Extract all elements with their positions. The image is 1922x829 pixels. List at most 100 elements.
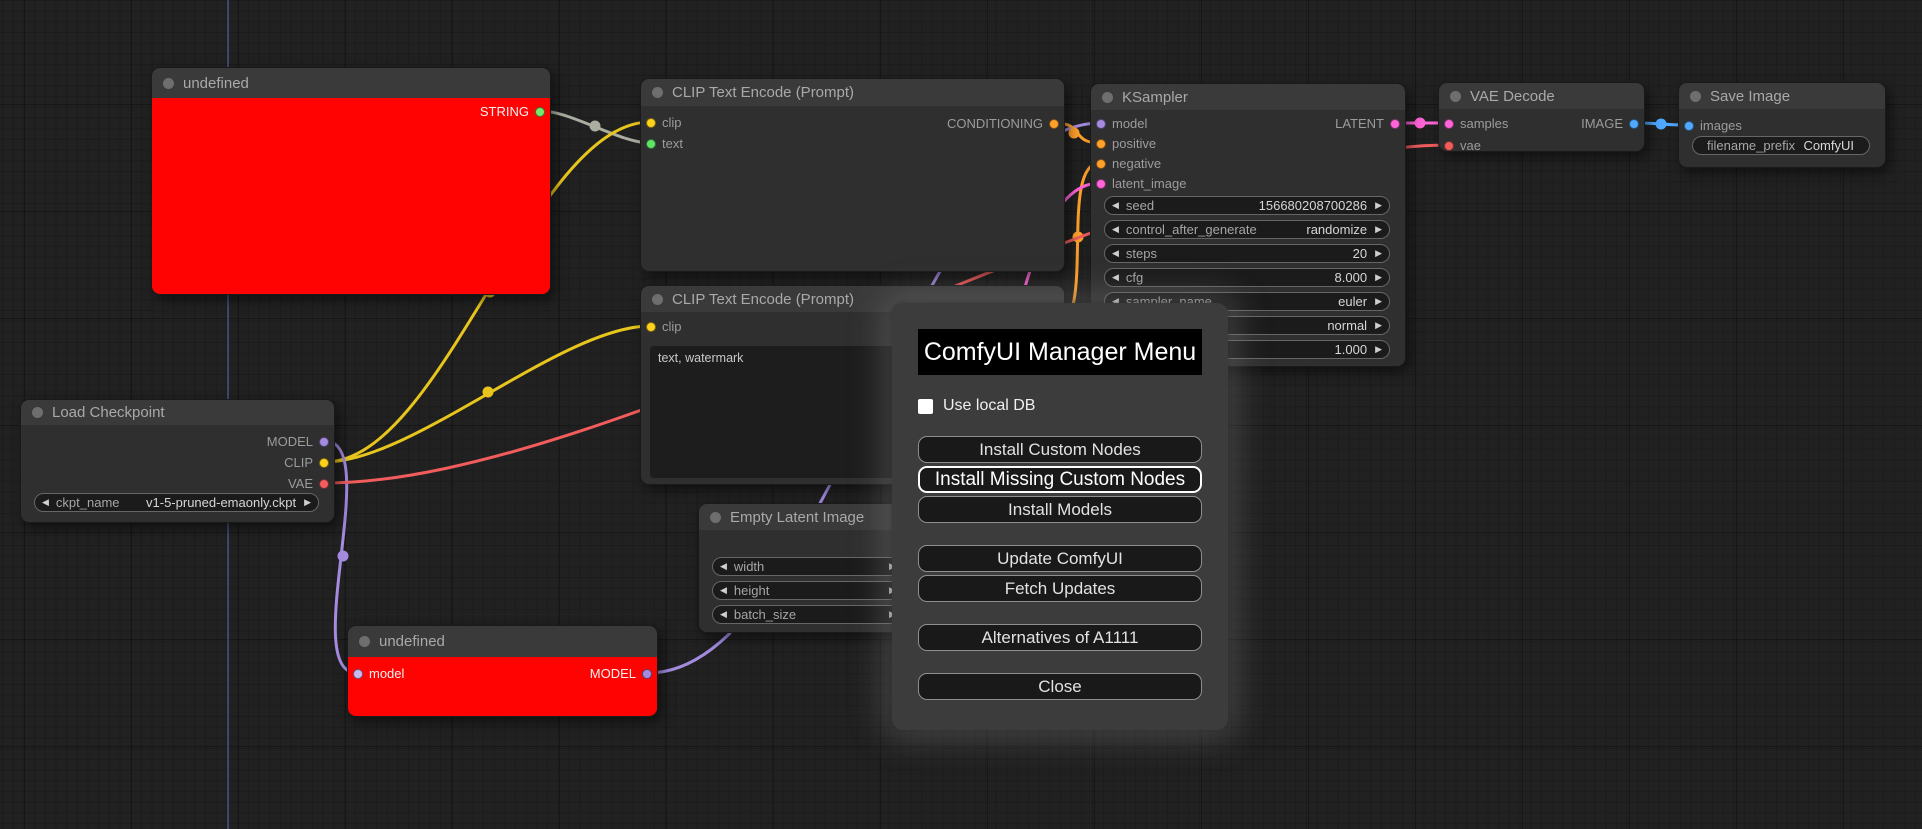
increment-arrow-icon[interactable]: ▶ bbox=[1375, 344, 1382, 354]
widget-label: steps bbox=[1125, 246, 1157, 261]
node-undefined-model[interactable]: undefined model MODEL bbox=[347, 625, 658, 717]
increment-arrow-icon[interactable]: ▶ bbox=[1375, 200, 1382, 210]
node-header[interactable]: Load Checkpoint bbox=[21, 400, 334, 425]
increment-arrow-icon[interactable]: ▶ bbox=[304, 497, 311, 507]
increment-arrow-icon[interactable]: ▶ bbox=[1375, 272, 1382, 282]
node-title: CLIP Text Encode (Prompt) bbox=[672, 290, 855, 308]
widget-value: 1.000 bbox=[1334, 342, 1368, 357]
output-port-label: STRING bbox=[479, 104, 529, 119]
node-save-image[interactable]: Save Image images filename_prefix ComfyUI bbox=[1678, 82, 1886, 168]
collapse-dot-icon[interactable] bbox=[652, 87, 663, 98]
control_after_generate-widget[interactable]: ◀ control_after_generate randomize ▶ bbox=[1104, 220, 1390, 239]
LATENT-output-port[interactable] bbox=[1390, 119, 1400, 129]
decrement-arrow-icon[interactable]: ◀ bbox=[720, 585, 727, 595]
node-empty-latent-image[interactable]: Empty Latent Image◀width▶◀height▶◀batch_… bbox=[698, 503, 920, 633]
collapse-dot-icon[interactable] bbox=[1450, 90, 1461, 102]
node-load-checkpoint[interactable]: Load Checkpoint MODEL CLIP VAE ◀ ckpt_name v1-… bbox=[20, 399, 335, 523]
widget-label: height bbox=[733, 583, 770, 598]
increment-arrow-icon[interactable]: ▶ bbox=[1375, 296, 1382, 306]
decrement-arrow-icon[interactable]: ◀ bbox=[1112, 272, 1119, 282]
node-header[interactable]: Save Image bbox=[1679, 83, 1885, 109]
steps-widget[interactable]: ◀ steps 20 ▶ bbox=[1104, 244, 1390, 263]
node-undefined-string[interactable]: undefined STRING bbox=[151, 67, 551, 295]
decrement-arrow-icon[interactable]: ◀ bbox=[42, 497, 49, 507]
decrement-arrow-icon[interactable]: ◀ bbox=[1112, 296, 1119, 306]
height-widget[interactable]: ◀height▶ bbox=[712, 581, 904, 600]
node-vae-decode[interactable]: VAE Decode samples vae IMAGE bbox=[1438, 82, 1645, 153]
positive-input-port[interactable] bbox=[1096, 139, 1106, 149]
filename_prefix-widget[interactable]: filename_prefix ComfyUI bbox=[1692, 136, 1870, 155]
text-input-port[interactable] bbox=[646, 139, 656, 149]
model-input-port[interactable] bbox=[1096, 119, 1106, 129]
decrement-arrow-icon[interactable]: ◀ bbox=[1112, 200, 1119, 210]
STRING-output-port[interactable] bbox=[535, 107, 545, 117]
input-port-label: images bbox=[1700, 118, 1742, 133]
collapse-dot-icon[interactable] bbox=[163, 77, 174, 89]
output-port-label: CONDITIONING bbox=[946, 116, 1043, 131]
latent_image-input-port[interactable] bbox=[1096, 179, 1106, 189]
node-header[interactable]: KSampler bbox=[1091, 84, 1405, 110]
increment-arrow-icon[interactable]: ▶ bbox=[1375, 248, 1382, 258]
collapse-dot-icon[interactable] bbox=[652, 293, 663, 305]
seed-widget[interactable]: ◀ seed 156680208700286 ▶ bbox=[1104, 196, 1390, 215]
node-clip-text-encode-1[interactable]: CLIP Text Encode (Prompt) clip text CONDITI… bbox=[640, 78, 1065, 272]
decrement-arrow-icon[interactable]: ◀ bbox=[1112, 224, 1119, 234]
install-missing-custom-nodes-button[interactable]: Install Missing Custom Nodes bbox=[918, 466, 1202, 493]
node-header[interactable]: VAE Decode bbox=[1439, 83, 1644, 109]
width-widget[interactable]: ◀width▶ bbox=[712, 557, 904, 576]
MODEL-output-port[interactable] bbox=[642, 669, 652, 679]
install-models-button[interactable]: Install Models bbox=[918, 496, 1202, 523]
vae-input-port[interactable] bbox=[1444, 141, 1454, 151]
model-input-port[interactable] bbox=[353, 669, 363, 679]
node-header[interactable]: Empty Latent Image bbox=[699, 504, 919, 530]
increment-arrow-icon[interactable]: ▶ bbox=[1375, 224, 1382, 234]
close-button[interactable]: Close bbox=[918, 673, 1202, 700]
widget-label: control_after_generate bbox=[1125, 222, 1257, 237]
input-port-label: clip bbox=[662, 319, 682, 334]
node-header[interactable]: undefined bbox=[348, 626, 657, 657]
fetch-updates-button[interactable]: Fetch Updates bbox=[918, 575, 1202, 602]
input-port-label: latent_image bbox=[1112, 176, 1187, 191]
update-comfyui-button[interactable]: Update ComfyUI bbox=[918, 545, 1202, 572]
VAE-output-port[interactable] bbox=[319, 479, 329, 489]
collapse-dot-icon[interactable] bbox=[1690, 90, 1701, 102]
cfg-widget[interactable]: ◀ cfg 8.000 ▶ bbox=[1104, 268, 1390, 287]
decrement-arrow-icon[interactable]: ◀ bbox=[720, 561, 727, 571]
comfyui-manager-dialog: ComfyUI Manager Menu Use local DB Instal… bbox=[892, 303, 1228, 730]
increment-arrow-icon[interactable]: ▶ bbox=[1375, 320, 1382, 330]
widget-label: batch_size bbox=[733, 607, 797, 622]
input-port-label: vae bbox=[1460, 138, 1481, 153]
node-header[interactable]: undefined bbox=[152, 68, 550, 98]
CONDITIONING-output-port[interactable] bbox=[1049, 119, 1059, 129]
images-input-port[interactable] bbox=[1684, 121, 1694, 131]
install-custom-nodes-button[interactable]: Install Custom Nodes bbox=[918, 436, 1202, 463]
node-header[interactable]: CLIP Text Encode (Prompt) bbox=[641, 79, 1064, 106]
collapse-dot-icon[interactable] bbox=[710, 511, 721, 523]
decrement-arrow-icon[interactable]: ◀ bbox=[720, 609, 727, 619]
ckpt_name-widget[interactable]: ◀ ckpt_name v1-5-pruned-emaonly.ckpt ▶ bbox=[34, 493, 319, 512]
collapse-dot-icon[interactable] bbox=[1102, 91, 1113, 103]
MODEL-output-port[interactable] bbox=[319, 437, 329, 447]
IMAGE-output-port[interactable] bbox=[1629, 119, 1639, 129]
collapse-dot-icon[interactable] bbox=[32, 407, 43, 418]
clip-input-port[interactable] bbox=[646, 322, 656, 332]
clip-input-port[interactable] bbox=[646, 118, 656, 128]
link-dot bbox=[1414, 117, 1426, 129]
alternatives-of-a1111-button[interactable]: Alternatives of A1111 bbox=[918, 624, 1202, 651]
samples-input-port[interactable] bbox=[1444, 119, 1454, 129]
checkbox-icon[interactable] bbox=[918, 398, 933, 414]
decrement-arrow-icon[interactable]: ◀ bbox=[1112, 248, 1119, 258]
dialog-title: ComfyUI Manager Menu bbox=[918, 329, 1202, 375]
node-title: CLIP Text Encode (Prompt) bbox=[672, 84, 855, 101]
CLIP-output-port[interactable] bbox=[319, 458, 329, 468]
use-local-db-row[interactable]: Use local DB bbox=[918, 397, 1202, 415]
widget-value: 20 bbox=[1352, 246, 1368, 261]
collapse-dot-icon[interactable] bbox=[359, 636, 370, 647]
link-dot bbox=[1068, 127, 1080, 139]
batch_size-widget[interactable]: ◀batch_size▶ bbox=[712, 605, 904, 624]
checkbox-label: Use local DB bbox=[943, 397, 1036, 414]
negative-input-port[interactable] bbox=[1096, 159, 1106, 169]
input-port-label: model bbox=[1112, 116, 1148, 131]
